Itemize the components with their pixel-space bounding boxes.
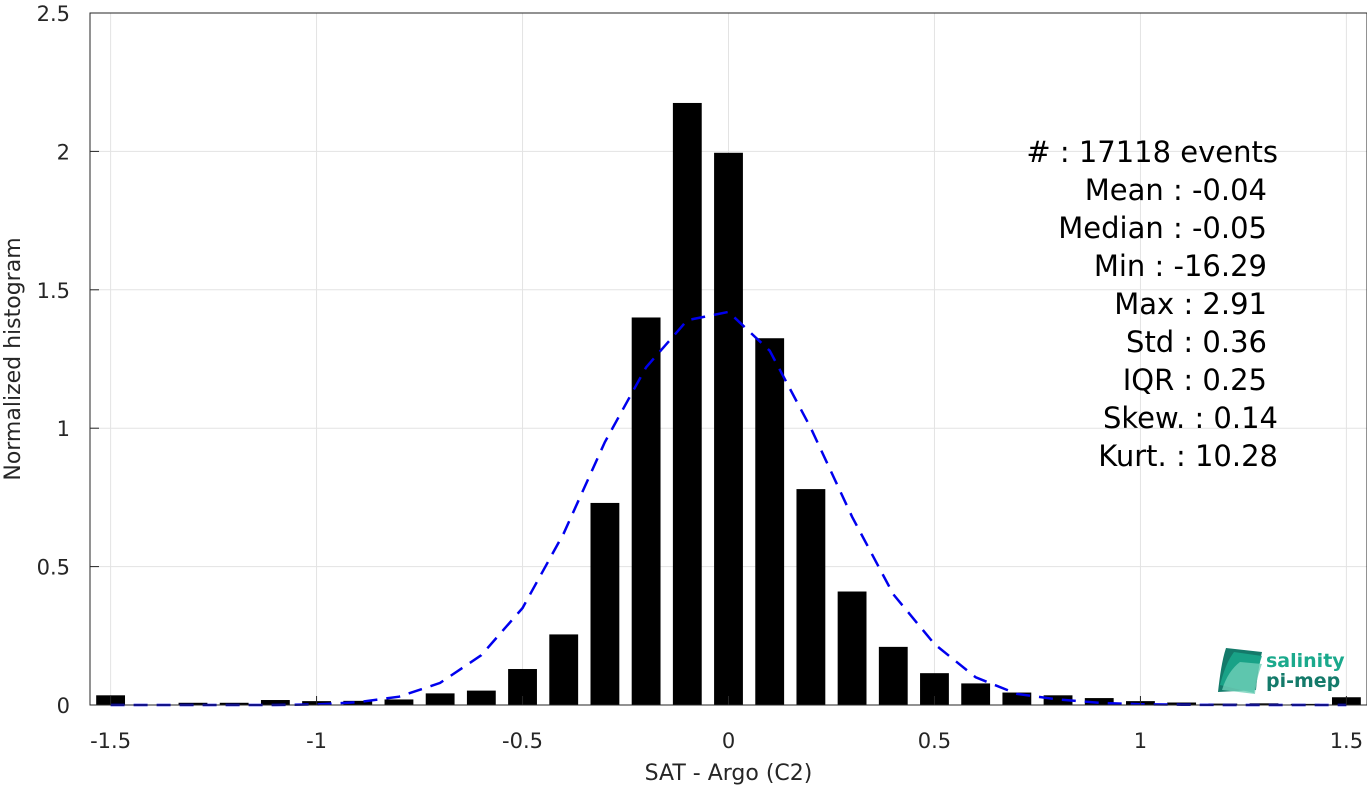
x-tick-label: 1 <box>1134 729 1147 753</box>
x-tick-label: 0.5 <box>918 729 951 753</box>
x-tick-label: -0.5 <box>502 729 543 753</box>
stat-line: Min : -16.29 <box>1094 249 1267 283</box>
y-tick-label: 1 <box>57 417 70 441</box>
y-axis-label: Normalized histogram <box>1 237 26 480</box>
histogram-bar <box>549 634 579 705</box>
histogram-bar <box>1084 698 1114 705</box>
logo-wave-icon <box>1218 648 1262 694</box>
logo-text-pimep: pi-mep <box>1266 670 1340 692</box>
histogram-bar <box>1043 695 1073 705</box>
stat-line: Median : -0.05 <box>1058 211 1267 245</box>
histogram-bar <box>714 152 743 705</box>
histogram-bar <box>837 591 867 705</box>
histogram-bar <box>961 683 991 705</box>
histogram-bar <box>466 690 496 705</box>
y-axis-ticks: 0 0.5 1 1.5 2 2.5 <box>37 2 99 718</box>
y-tick-label: 1.5 <box>37 279 70 303</box>
stat-line: Std : 0.36 <box>1126 325 1267 359</box>
stat-line: IQR : 0.25 <box>1123 363 1267 397</box>
x-tick-label: -1 <box>306 729 327 753</box>
stat-line: Skew. : 0.14 <box>1103 401 1278 435</box>
x-tick-label: 1.5 <box>1330 729 1363 753</box>
stat-line: Max : 2.91 <box>1114 287 1267 321</box>
logo-text-salinity: salinity <box>1266 650 1345 672</box>
y-tick-label: 2.5 <box>37 2 70 26</box>
y-tick-label: 0.5 <box>37 556 70 580</box>
histogram-bar <box>672 102 702 705</box>
histogram-bar <box>631 317 661 705</box>
histogram-bar <box>796 489 826 705</box>
histogram-bar <box>1249 703 1279 705</box>
x-tick-label: -1.5 <box>90 729 131 753</box>
stat-line: Kurt. : 10.28 <box>1098 439 1278 473</box>
histogram-bar <box>878 646 908 705</box>
stat-line: Mean : -0.04 <box>1085 173 1267 207</box>
histogram-bar <box>425 693 455 705</box>
salinity-pimep-logo: salinity pi-mep <box>1218 648 1345 694</box>
y-tick-label: 0 <box>57 694 70 718</box>
histogram-bar <box>590 502 620 705</box>
statistics-annotation: # : 17118 events Mean : -0.04 Median : -0.… <box>1026 135 1278 473</box>
x-axis-label: SAT - Argo (C2) <box>645 761 813 786</box>
bar-series <box>96 102 1361 705</box>
x-axis-ticks: -1.5 -1 -0.5 0 0.5 1 1.5 <box>90 696 1363 753</box>
y-tick-label: 2 <box>57 140 70 164</box>
histogram-bar <box>384 699 414 705</box>
histogram-bar <box>343 700 373 705</box>
histogram-bar <box>755 338 785 705</box>
stat-line: # : 17118 events <box>1026 135 1278 169</box>
x-tick-label: 0 <box>722 729 735 753</box>
histogram-bar <box>260 700 290 705</box>
